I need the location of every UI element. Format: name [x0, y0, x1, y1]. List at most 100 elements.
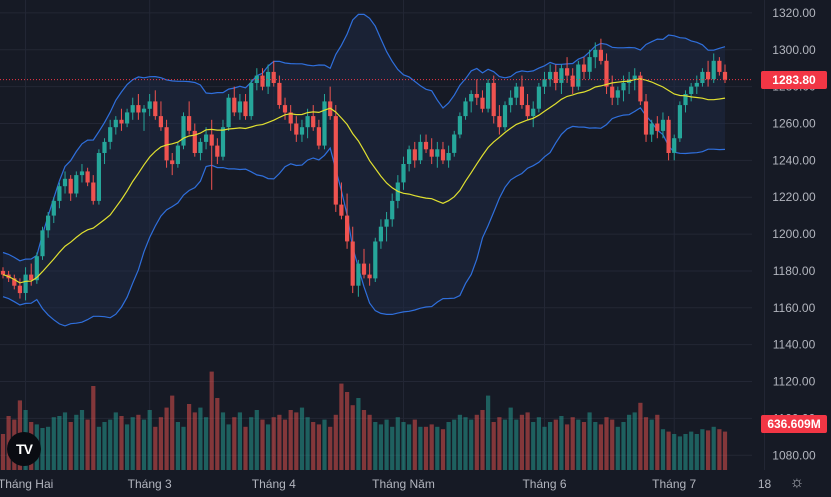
volume-bar: [423, 426, 429, 470]
price-tick-label: 1300.00: [772, 43, 816, 57]
candle: [553, 64, 558, 91]
candle: [412, 141, 417, 168]
volume-bar: [525, 412, 530, 470]
volume-bar: [452, 419, 457, 470]
time-tick-label: Tháng 3: [128, 477, 172, 491]
candle: [378, 219, 383, 249]
candle: [700, 68, 705, 87]
candle: [491, 75, 496, 124]
candle-body: [46, 215, 51, 231]
price-tick-label: 1260.00: [772, 117, 816, 131]
candle: [232, 86, 237, 117]
volume-bar: [271, 417, 276, 470]
candle: [361, 248, 367, 279]
price-tick-label: 1160.00: [773, 301, 816, 315]
volume-bar: [158, 417, 163, 470]
candle-body: [62, 178, 68, 187]
volume-bar: [215, 398, 220, 470]
volume-bar: [615, 426, 620, 470]
candle: [136, 94, 141, 120]
volume-bar: [649, 419, 654, 470]
candle: [542, 71, 547, 94]
candle-body: [514, 86, 519, 98]
candle: [384, 211, 389, 242]
volume-bar: [689, 431, 694, 470]
candle: [204, 127, 209, 150]
volume-bar: [102, 422, 107, 470]
candle-body: [350, 241, 355, 286]
candle: [333, 105, 338, 212]
candle: [469, 90, 474, 113]
volume-bar: [147, 410, 152, 470]
candle-body: [204, 134, 209, 142]
volume-bar: [46, 426, 51, 470]
candle: [604, 53, 609, 94]
volume-bar: [548, 422, 553, 470]
candle: [643, 94, 649, 142]
settings-gear-icon[interactable]: ☼: [789, 474, 805, 491]
volume-bar: [531, 422, 536, 470]
candle-body: [243, 101, 248, 117]
volume-bar: [226, 424, 231, 470]
candle: [672, 134, 677, 161]
candle-body: [694, 82, 699, 87]
volume-bar: [79, 410, 85, 470]
time-tick-label: Tháng 4: [252, 477, 296, 491]
candle: [345, 193, 350, 249]
candle-body: [23, 274, 28, 293]
candle: [621, 75, 626, 102]
candle-body: [51, 200, 56, 216]
candle: [502, 101, 508, 131]
candle-body: [147, 101, 152, 109]
volume-bar: [328, 426, 333, 470]
volume-bar: [565, 424, 570, 470]
volume-bar: [542, 426, 547, 470]
volume-bar: [361, 410, 367, 470]
candle-body: [288, 112, 293, 124]
candle: [220, 119, 226, 161]
candle-body: [570, 75, 575, 87]
candle-body: [260, 75, 265, 87]
candle-body: [271, 71, 276, 83]
volume-bar: [457, 414, 462, 470]
candle-body: [187, 116, 192, 131]
candle-body: [12, 278, 17, 286]
candle-body: [666, 119, 671, 153]
volume-bar: [576, 419, 581, 470]
candle-body: [497, 116, 502, 128]
tradingview-logo-icon[interactable]: TV: [7, 432, 41, 466]
volume-bar: [390, 426, 395, 470]
candle-body: [598, 49, 603, 61]
candle: [655, 116, 660, 139]
volume-bar: [282, 419, 288, 470]
candle: [457, 112, 462, 139]
candle-body: [435, 149, 440, 157]
candle-body: [220, 127, 226, 157]
volume-bar: [502, 419, 508, 470]
candle-body: [181, 116, 186, 146]
volume-bar: [40, 428, 45, 470]
volume-bar: [672, 434, 677, 470]
candle-body: [40, 230, 45, 257]
candle: [367, 263, 372, 286]
volume-bar: [570, 417, 575, 470]
volume-bar: [491, 422, 496, 470]
volume-bar: [407, 424, 412, 470]
candle-body: [305, 116, 310, 128]
candle-body: [610, 86, 615, 98]
volume-bar: [294, 412, 299, 470]
candle: [68, 175, 73, 201]
candle: [373, 237, 378, 282]
volume-bar: [192, 412, 197, 470]
candle-body: [722, 71, 728, 80]
candle: [12, 274, 17, 290]
candle-body: [125, 112, 130, 124]
price-tick-label: 1120.00: [773, 375, 816, 389]
candle-body: [559, 68, 564, 83]
candle-body: [57, 186, 62, 201]
candle: [51, 197, 56, 224]
candle-body: [565, 68, 570, 76]
candle-body: [683, 94, 688, 106]
candle-body: [655, 123, 660, 131]
